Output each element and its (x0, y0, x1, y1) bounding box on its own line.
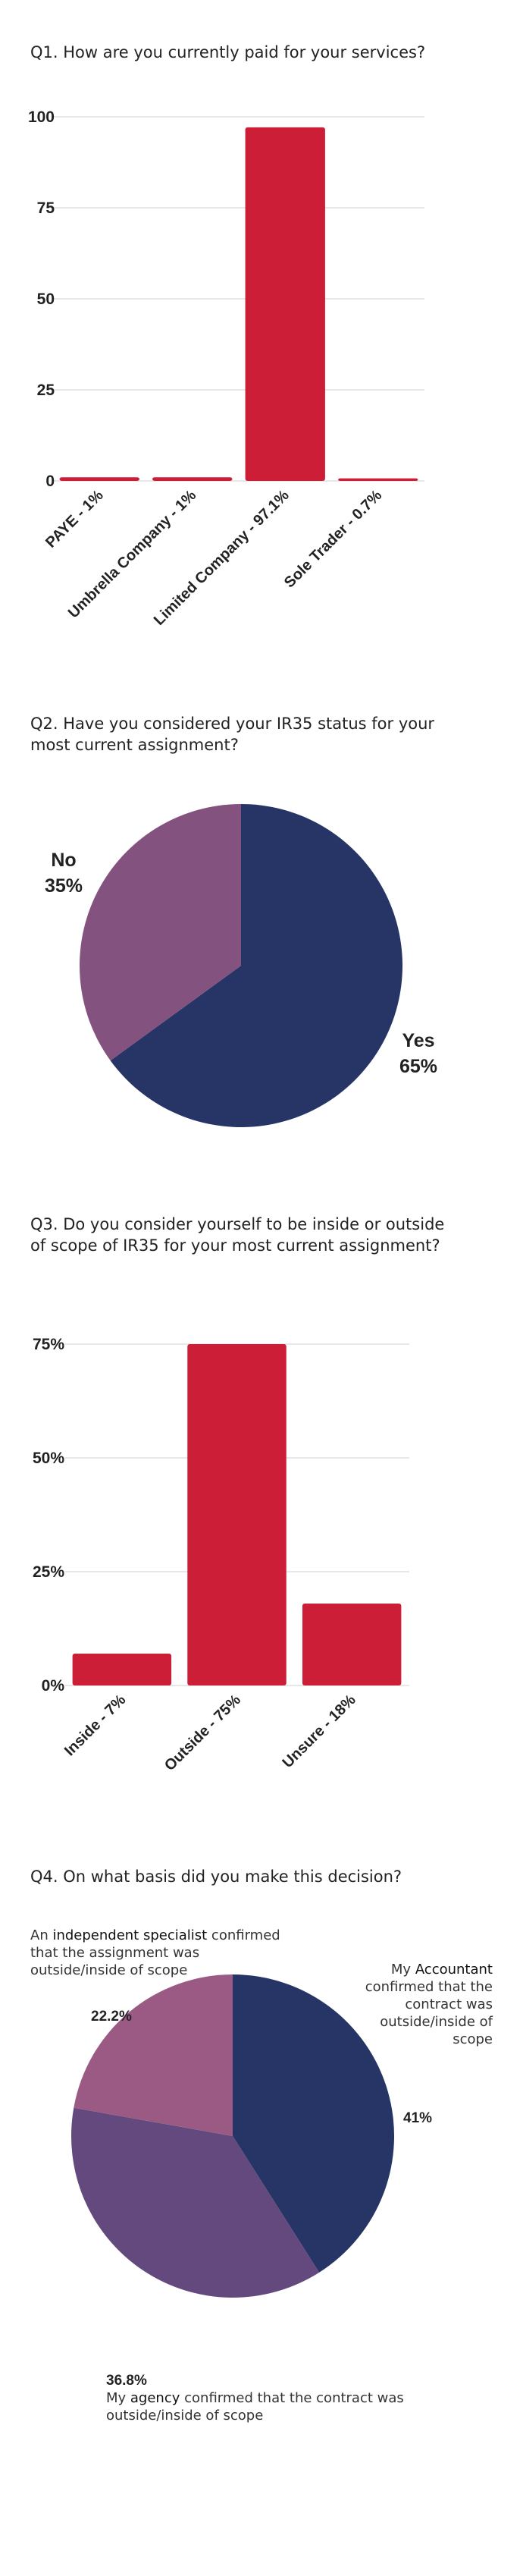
q4-note-accountant: My Accountant confirmed that the contrac… (365, 1962, 493, 2047)
q1-y-tick-label: 75 (37, 199, 55, 217)
q3-bar (302, 1604, 402, 1685)
q4-note-specialist: An independent specialist confirmed that… (30, 1927, 280, 1978)
q4-slice (74, 1974, 233, 2136)
q3-bar-chart: 0% 25% 50% 75% Inside - 7% Outside - 75% Unsur… (33, 1336, 409, 1774)
q2-pie-chart: Yes 65% No 35% (45, 804, 437, 1127)
q3-category-label: Unsure - 18% (280, 1692, 359, 1771)
q2-slice (110, 804, 402, 1127)
q3-y-tick-label: 25% (33, 1563, 64, 1581)
q2-slice-pct: 35% (45, 875, 83, 897)
q4-pct-accountant: 41% (403, 2110, 433, 2126)
q4-pct-agency: 36.8% (106, 2373, 147, 2389)
q4-note-agency: My agency confirmed that the contract wa… (106, 2390, 404, 2424)
q3-y-tick-label: 0% (42, 1677, 65, 1695)
q1-bar (338, 478, 418, 481)
q3-bar (72, 1654, 172, 1685)
q4-pie-chart (70, 1974, 395, 2298)
q4-slice (70, 2107, 320, 2298)
q1-y-tick-label: 25 (37, 382, 55, 399)
q1-y-tick-label: 0 (45, 473, 55, 490)
q4-title: Q4. On what basis did you make this deci… (30, 1868, 402, 1886)
q2-title: Q2. Have you considered your IR35 status… (30, 715, 435, 754)
q1-category-label: Sole Trader - 0.7% (281, 487, 386, 592)
q1-y-tick-label: 50 (37, 291, 55, 308)
q1-bar (245, 127, 325, 482)
q2-slice (80, 804, 241, 1061)
q4-pct-specialist: 22.2% (91, 2009, 132, 2025)
q1-title: Q1. How are you currently paid for your … (30, 43, 426, 61)
q2-slice-pct: 65% (399, 1056, 437, 1077)
q1-category-label: PAYE - 1% (42, 487, 107, 551)
q3-bar (187, 1344, 287, 1685)
q4-slice (233, 1974, 395, 2273)
q1-bar (152, 477, 233, 481)
q3-y-tick-label: 50% (33, 1450, 64, 1467)
q1-bar (59, 477, 139, 481)
q3-category-label: Inside - 7% (61, 1692, 130, 1760)
q2-slice-label: No (51, 850, 76, 871)
q2-slice-label: Yes (402, 1030, 434, 1051)
q3-category-label: Outside - 75% (161, 1692, 244, 1774)
q3-y-tick-label: 75% (33, 1336, 64, 1353)
q3-title: Q3. Do you consider yourself to be insid… (30, 1215, 445, 1255)
q1-y-tick-label: 100 (28, 108, 55, 126)
